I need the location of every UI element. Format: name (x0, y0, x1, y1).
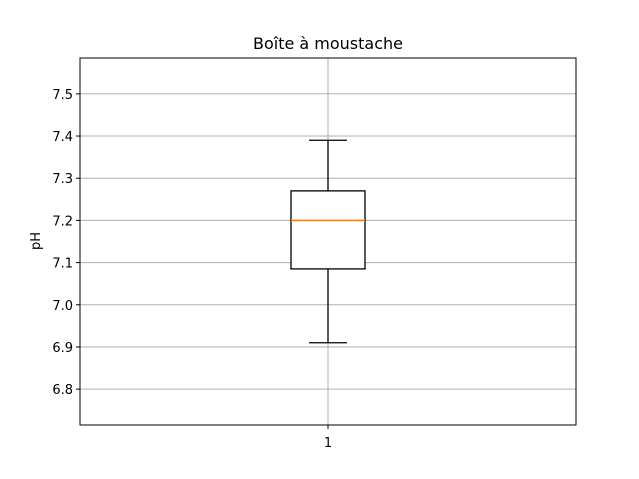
y-tick-label: 7.1 (52, 257, 73, 272)
chart-title: Boîte à moustache (253, 34, 403, 53)
box-layer (290, 139, 366, 344)
y-tick-label: 7.4 (52, 130, 73, 145)
y-tick-label: 6.8 (52, 383, 73, 398)
y-tick-label: 7.0 (52, 299, 73, 314)
y-tick-label: 7.2 (52, 214, 73, 229)
y-tick-label: 7.5 (52, 88, 73, 103)
y-axis-label: pH (29, 232, 44, 250)
iqr-box (290, 190, 366, 270)
y-tick-label: 7.3 (52, 172, 73, 187)
y-tick-label: 6.9 (52, 341, 73, 356)
x-tick-label: 1 (324, 436, 332, 451)
y-tick-layer: 6.8 6.9 7.0 7.1 7.2 7.3 7.4 7.5 (52, 88, 80, 398)
x-tick-layer: 1 (324, 425, 332, 451)
